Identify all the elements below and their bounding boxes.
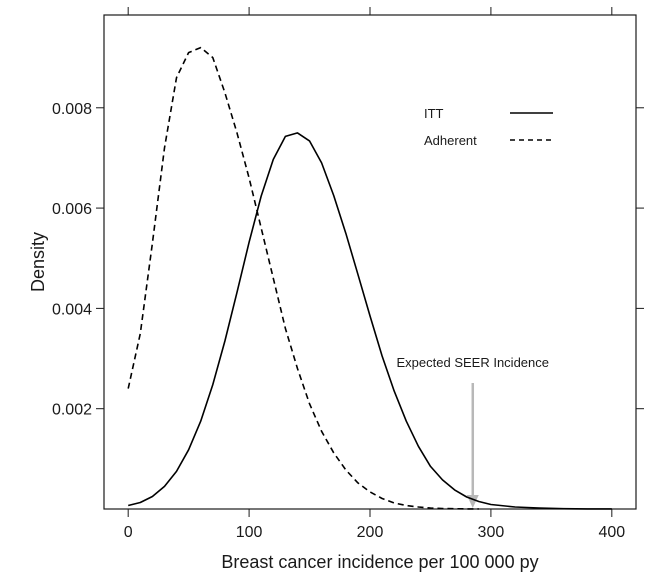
- x-tick-label: 300: [478, 524, 505, 541]
- y-tick-label: 0.002: [52, 402, 92, 419]
- annotation-layer: Expected SEER Incidence: [397, 355, 549, 508]
- series-line-adherent: [127, 46, 479, 510]
- ticks-layer: 0 100 200 300 400 0.002 0.004 0.006 0.008: [52, 7, 644, 541]
- y-tick-label: 0.004: [52, 301, 92, 318]
- x-tick-label: 400: [598, 524, 625, 541]
- y-tick-label: 0.006: [52, 201, 92, 218]
- plot-frame: [103, 14, 637, 510]
- legend-label-itt: ITT: [424, 106, 444, 121]
- x-tick-label: 200: [357, 524, 384, 541]
- annotation-text: Expected SEER Incidence: [397, 355, 549, 370]
- x-axis-title: Breast cancer incidence per 100 000 py: [221, 552, 538, 572]
- y-tick-label: 0.008: [52, 101, 92, 118]
- y-axis-title: Density: [28, 232, 48, 292]
- x-tick-label: 0: [124, 524, 133, 541]
- legend: ITT Adherent: [424, 106, 553, 148]
- legend-label-adherent: Adherent: [424, 133, 477, 148]
- series-line-itt: [128, 132, 612, 510]
- x-tick-label: 100: [236, 524, 263, 541]
- series-layer: [127, 46, 612, 510]
